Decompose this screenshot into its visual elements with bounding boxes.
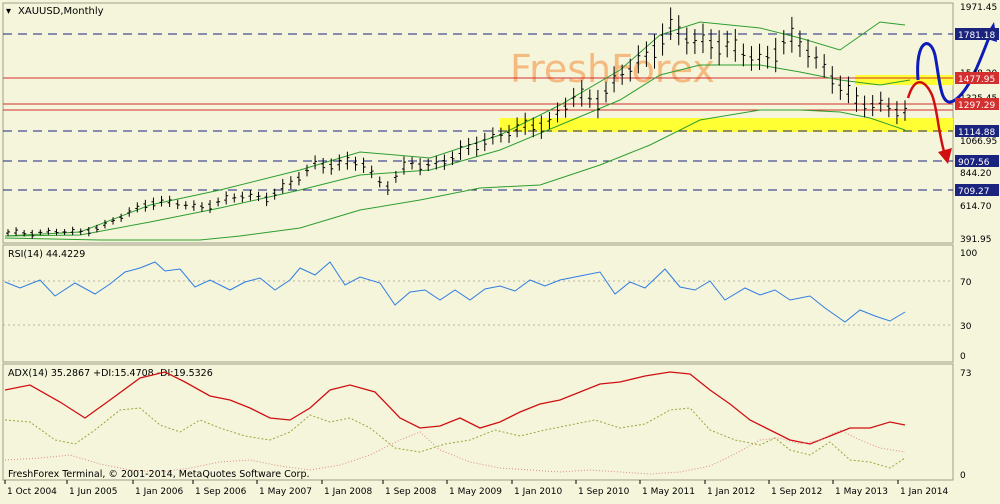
time-axis-label: 1 Sep 2008 bbox=[385, 487, 437, 497]
price-axis-label: 391.95 bbox=[960, 235, 992, 245]
time-axis-label: 1 Sep 2006 bbox=[195, 487, 247, 497]
level-tag-label: 1114.88 bbox=[958, 128, 995, 138]
level-tag-label: 1781.18 bbox=[958, 31, 995, 41]
level-tag bbox=[955, 72, 999, 84]
upper-band-line bbox=[4, 21, 906, 237]
lower-band-line bbox=[4, 109, 906, 241]
adx-axis-label: 0 bbox=[960, 471, 966, 481]
level-tags: 1781.18 1477.95 1297.29 1114.88 907.56 709.27 bbox=[955, 28, 999, 197]
time-axis-label: 1 Sep 2012 bbox=[771, 487, 822, 497]
adx-panel-frame bbox=[2, 363, 954, 481]
level-tag bbox=[955, 125, 999, 137]
watermark: FreshForex bbox=[510, 47, 715, 91]
time-axis-label: 1 May 2009 bbox=[449, 487, 502, 497]
price-axis-label: 1066.95 bbox=[960, 137, 997, 147]
time-axis-label: 1 Jan 2008 bbox=[324, 487, 372, 497]
support-zone-highlight bbox=[500, 118, 953, 132]
adx-axis-label: 73 bbox=[960, 369, 971, 379]
level-tag-label: 709.27 bbox=[958, 187, 990, 197]
rsi-axis-label: 70 bbox=[960, 278, 972, 288]
rsi-axis-label: 100 bbox=[960, 249, 977, 259]
level-tag-label: 1477.95 bbox=[958, 75, 995, 85]
minus-di-line bbox=[4, 429, 906, 475]
middle-ma-line bbox=[4, 64, 911, 237]
resistance-zone-highlight bbox=[855, 75, 953, 85]
time-axis-label: 1 Jan 2010 bbox=[514, 487, 562, 497]
bearish-arrow-head bbox=[938, 148, 952, 164]
level-tag bbox=[955, 28, 999, 40]
rsi-axis-label: 0 bbox=[960, 352, 966, 362]
time-axis-label: 1 Jan 2014 bbox=[900, 487, 948, 497]
price-axis-label: 614.70 bbox=[960, 202, 992, 212]
time-axis-label: 1 Jan 2012 bbox=[707, 487, 755, 497]
time-axis-label: 1 Oct 2004 bbox=[7, 487, 57, 497]
price-axis-label: 1971.45 bbox=[960, 3, 997, 13]
time-axis-label: 1 May 2007 bbox=[259, 487, 312, 497]
adx-panel-title: ADX(14) 35.2867 +DI:15.4708 -DI:19.5326 bbox=[8, 368, 213, 379]
adx-axis: 73 0 bbox=[960, 369, 971, 481]
level-tag-label: 907.56 bbox=[958, 158, 990, 168]
rsi-panel-frame bbox=[2, 244, 954, 363]
rsi-line bbox=[4, 261, 906, 323]
level-tag bbox=[955, 155, 999, 167]
time-axis-label: 1 Jan 2006 bbox=[135, 487, 183, 497]
price-panel-title: XAUUSD,Monthly bbox=[18, 6, 104, 17]
rsi-axis: 100 70 30 0 bbox=[960, 249, 977, 362]
price-bars bbox=[6, 7, 907, 239]
level-tag bbox=[955, 98, 999, 110]
price-axis-label: 844.20 bbox=[960, 169, 992, 179]
adx-line bbox=[4, 371, 906, 445]
chart-dropdown-icon[interactable]: ▾ bbox=[6, 6, 11, 17]
time-axis-label: 1 May 2011 bbox=[642, 487, 695, 497]
time-axis-label: 1 Sep 2010 bbox=[578, 487, 630, 497]
time-axis-label: 1 May 2013 bbox=[835, 487, 888, 497]
copyright-footer: FreshForex Terminal, © 2001-2014, MetaQu… bbox=[8, 469, 310, 480]
level-tag-label: 1297.29 bbox=[958, 101, 995, 111]
plus-di-line bbox=[4, 407, 906, 469]
time-axis-label: 1 Jun 2005 bbox=[69, 487, 117, 497]
time-axis: 1 Oct 2004 1 Jun 2005 1 Jan 2006 1 Sep 2006… bbox=[4, 480, 948, 497]
rsi-axis-label: 30 bbox=[960, 322, 972, 332]
level-tag bbox=[955, 184, 999, 196]
rsi-panel-title: RSI(14) 44.4229 bbox=[8, 249, 85, 260]
bearish-forecast-arrow bbox=[906, 81, 948, 159]
